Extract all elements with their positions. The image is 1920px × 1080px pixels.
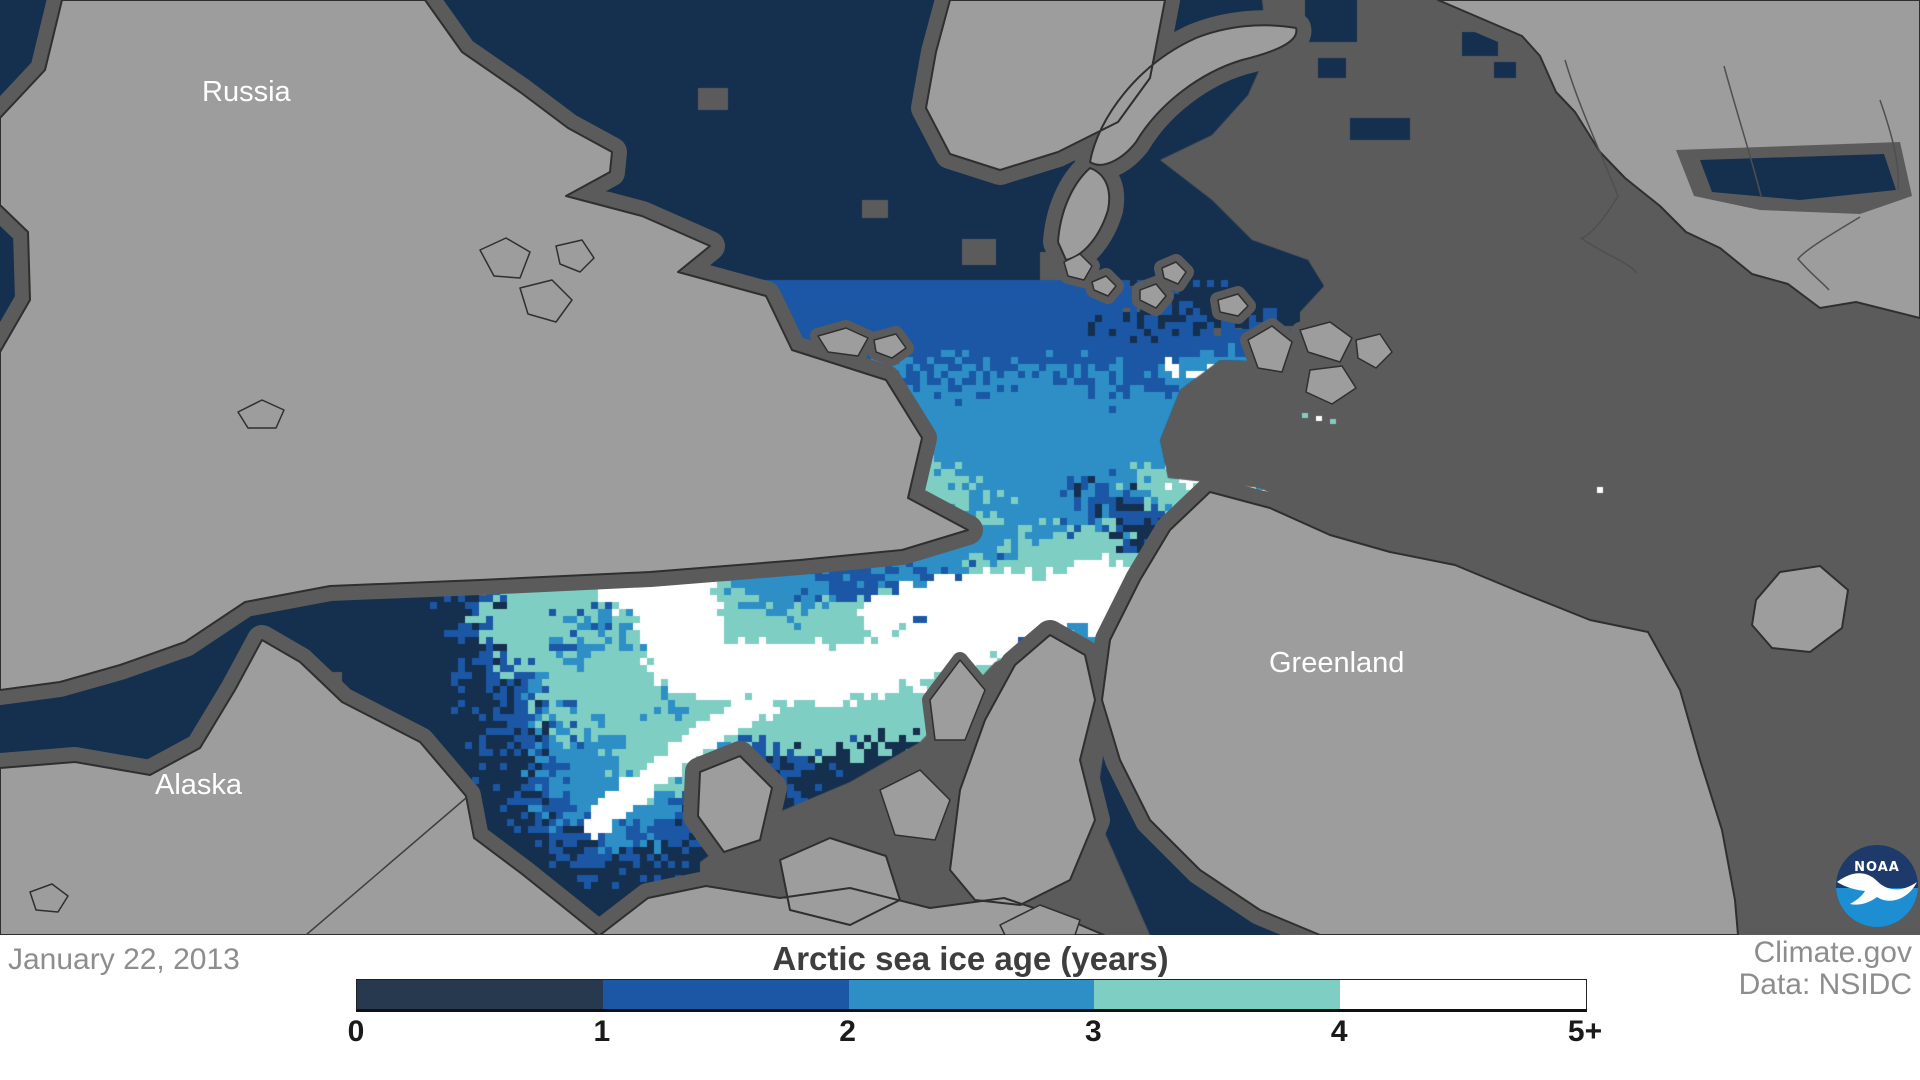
legend-segment-2-3 [848,980,1095,1009]
legend-tick-5+: 5+ [1567,1015,1603,1048]
legend-tick-2: 2 [839,1015,856,1048]
noaa-logo: NOAA [1836,845,1918,927]
land-overlay: Russia Alaska Greenland NOAA [0,0,1920,935]
credit-climate-gov: Climate.gov [1753,936,1912,969]
legend-footer: January 22, 2013 Arctic sea ice age (yea… [0,935,1920,1080]
credit-data-source: Data: NSIDC [1738,968,1912,1001]
map-label-russia: Russia [202,76,292,108]
date-label: January 22, 2013 [8,943,240,976]
legend-title: Arctic sea ice age (years) [772,940,1169,977]
ice-age-legend: Arctic sea ice age (years) 0 1 2 3 4 5+ [348,935,1602,1080]
legend-tick-0: 0 [347,1015,365,1048]
legend-tick-4: 4 [1330,1015,1348,1048]
map-label-layer: Russia Alaska Greenland [155,76,1404,801]
legend-tick-1: 1 [593,1015,611,1048]
legend-segment-3-4 [1094,980,1341,1009]
country-borders [1564,59,1900,291]
legend-segment-0-1 [357,980,603,1009]
credit-text: Climate.gov Data: NSIDC [1739,937,1912,1001]
legend-colorbar [356,979,1587,1012]
noaa-logo-text: NOAA [1854,860,1900,875]
noaa-seagull-icon [1837,873,1917,905]
legend-tick-labels: 0 1 2 3 4 5+ [348,1015,1602,1055]
white-sea [1676,142,1912,214]
legend-segment-4-5+ [1340,980,1586,1009]
map-label-alaska: Alaska [155,769,243,801]
legend-segment-1-2 [602,980,849,1009]
arctic-map: Russia Alaska Greenland NOAA [0,0,1920,935]
landmasses [0,0,1920,935]
date-line-meridian [305,797,467,935]
map-label-greenland: Greenland [1269,647,1404,679]
legend-tick-3: 3 [1085,1015,1102,1048]
